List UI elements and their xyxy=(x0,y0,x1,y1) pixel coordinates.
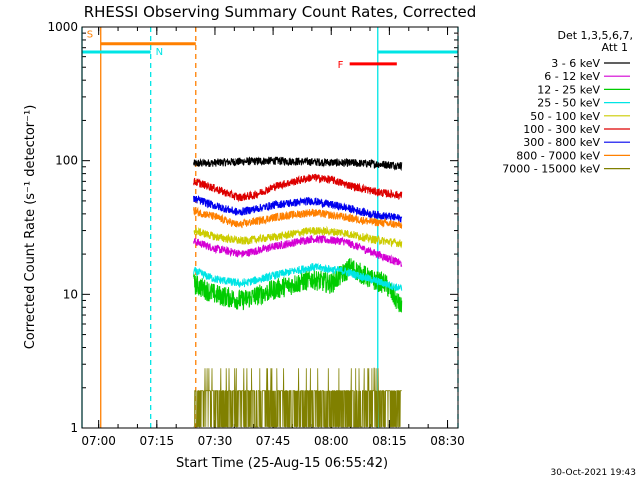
legend-entry-label: 25 - 50 keV xyxy=(537,97,600,110)
series-line xyxy=(193,367,402,428)
legend-entry-label: 12 - 25 keV xyxy=(537,83,600,96)
flag-label: N xyxy=(156,47,163,58)
y-tick-label: 10 xyxy=(63,287,78,301)
x-tick-label: 07:15 xyxy=(140,434,175,448)
legend-header-line-1: Det 1,3,5,6,7, xyxy=(557,29,633,42)
y-tick-label: 100 xyxy=(55,154,78,168)
legend-entry-label: 7000 - 15000 keV xyxy=(502,163,600,176)
data-series xyxy=(193,156,403,428)
legend-entry-label: 300 - 800 keV xyxy=(523,136,600,149)
chart-title: RHESSI Observing Summary Count Rates, Co… xyxy=(84,3,477,21)
flag-label: F xyxy=(338,60,344,71)
series-line xyxy=(193,234,403,267)
x-tick-label: 08:00 xyxy=(314,434,349,448)
legend-entry-label: 50 - 100 keV xyxy=(530,110,600,123)
series-line xyxy=(193,195,403,223)
legend-entry-label: 6 - 12 keV xyxy=(544,70,600,83)
x-axis-label: Start Time (25-Aug-15 06:55:42) xyxy=(176,456,388,471)
timestamp: 30-Oct-2021 19:43 xyxy=(551,468,636,478)
axis-ticks: 07:00 07:15 07:30 07:45 08:00 08:15 08:30 1 10 10… xyxy=(47,20,464,448)
legend-entry-label: 3 - 6 keV xyxy=(551,57,600,70)
legend-entry-label: 100 - 300 keV xyxy=(523,123,600,136)
x-tick-label: 07:45 xyxy=(256,434,291,448)
x-tick-label: 08:15 xyxy=(372,434,407,448)
series-line xyxy=(193,206,403,229)
y-tick-label: 1 xyxy=(70,421,78,435)
x-tick-label: 07:00 xyxy=(81,434,116,448)
series-line xyxy=(193,225,403,249)
legend-header-line-2: Att 1 xyxy=(602,41,628,54)
y-tick-label: 1000 xyxy=(47,20,78,34)
plot-frame xyxy=(81,26,459,429)
x-tick-label: 08:30 xyxy=(430,434,465,448)
y-axis-label: Corrected Count Rate (s⁻¹ detector⁻¹) xyxy=(23,105,38,350)
series-line xyxy=(193,262,403,292)
x-tick-label: 07:30 xyxy=(198,434,233,448)
legend-entry-label: 800 - 7000 keV xyxy=(516,149,600,162)
series-line xyxy=(193,258,403,313)
series-line xyxy=(193,173,403,203)
series-line xyxy=(193,156,403,172)
flag-label: S xyxy=(87,30,93,41)
